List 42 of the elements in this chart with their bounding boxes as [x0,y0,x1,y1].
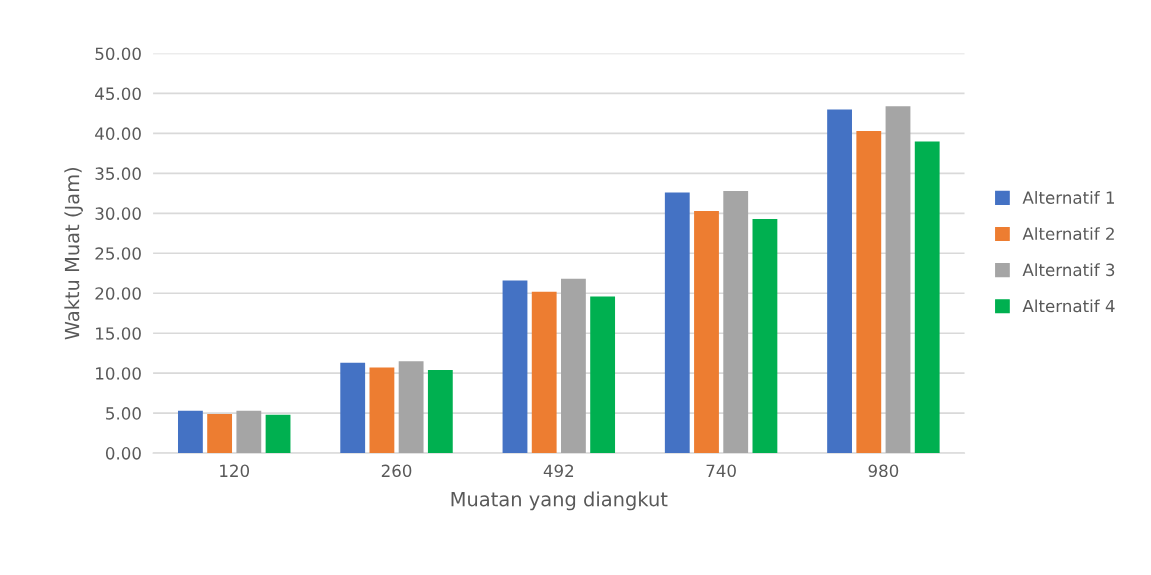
y-tick-label: 0.00 [105,447,141,460]
y-tick-label: 30.00 [95,207,141,220]
bar [502,280,528,454]
bar [236,410,262,454]
legend-label: Alternatif 1 [1022,191,1114,204]
bar [827,109,852,454]
y-tick-label: 15.00 [96,327,141,340]
bar [531,291,557,454]
y-axis-title: Waktu Muat (Jam) [64,168,83,340]
bar [398,361,424,454]
bar [177,410,203,454]
bar [265,414,291,454]
bar [561,278,586,454]
y-tick-label: 40.00 [95,127,141,140]
bar [752,218,778,454]
y-tick-label: 20.00 [95,287,141,300]
y-tick-label: 50.00 [95,47,141,61]
bar [885,106,911,454]
bar [914,141,940,454]
y-tick-label: 5.00 [106,407,141,420]
bar [590,296,616,454]
y-tick-label: 35.00 [95,167,141,180]
x-axis-title: Muatan yang diangkut [451,491,668,511]
x-tick-label: 740 [706,464,736,478]
x-tick-label: 980 [868,464,899,478]
y-tick-label: 45.00 [95,87,141,101]
x-tick-label: 260 [381,464,412,478]
y-tick-label: 25.00 [95,247,141,260]
legend-label: Alternatif 4 [1022,299,1115,313]
legend-label: Alternatif 3 [1022,263,1115,277]
bar [427,369,453,454]
legend-label: Alternatif 2 [1022,227,1114,241]
bar [664,192,690,454]
bar [723,190,749,454]
bar [694,210,719,454]
x-tick-label: 492 [543,464,574,478]
bar [207,413,233,454]
bar [340,362,366,454]
x-tick-label: 120 [220,464,250,478]
y-tick-label: 10.00 [96,367,141,380]
bar [369,367,395,454]
bar [856,131,882,454]
